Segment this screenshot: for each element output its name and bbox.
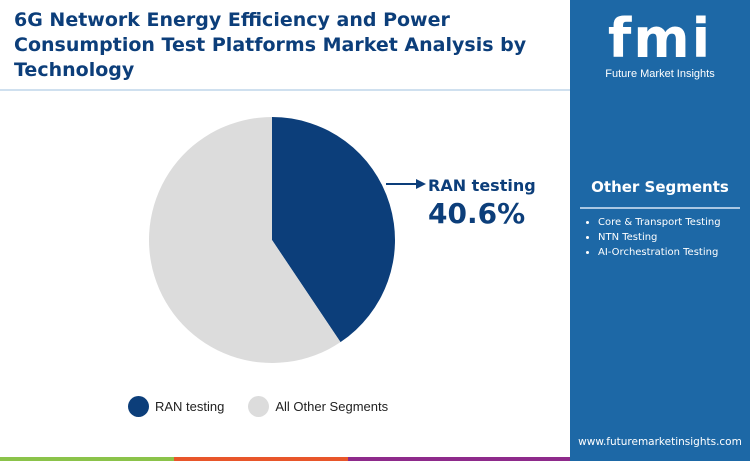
segment-item: NTN Testing xyxy=(598,230,721,245)
callout-arrow-icon xyxy=(416,179,426,189)
chart-title: 6G Network Energy Efficiency and Power C… xyxy=(14,9,527,81)
segment-item: AI-Orchestration Testing xyxy=(598,245,721,260)
callout-label: RAN testing 40.6% xyxy=(428,176,536,230)
other-segments-list: Core & Transport Testing NTN Testing AI-… xyxy=(584,215,721,260)
legend-swatch-other xyxy=(248,396,270,417)
legend-swatch-ran xyxy=(128,396,149,417)
pie-slice-all-other-segments xyxy=(148,117,341,363)
footer-bar-purple xyxy=(348,457,750,461)
callout-name: RAN testing xyxy=(428,176,536,195)
logo-mark: fmi xyxy=(607,7,713,70)
footer-bar-green xyxy=(0,457,174,461)
pie-chart xyxy=(148,117,426,363)
pie-slice-ran-testing xyxy=(272,117,395,343)
legend-label-other: All Other Segments xyxy=(275,399,389,414)
other-segments-divider xyxy=(580,207,740,209)
callout-value: 40.6% xyxy=(428,197,526,230)
other-segments-title: Other Segments xyxy=(591,178,729,196)
title-divider xyxy=(0,89,570,91)
logo-name: Future Market Insights xyxy=(605,68,715,80)
fmi-logo: fmi Future Market Insights xyxy=(595,7,725,81)
website-url: www.futuremarketinsights.com xyxy=(578,436,742,448)
side-panel: fmi Future Market Insights Other Segment… xyxy=(570,0,750,461)
segment-item: Core & Transport Testing xyxy=(598,215,721,230)
footer-bar-orange xyxy=(174,457,348,461)
legend-label-ran: RAN testing xyxy=(155,399,225,414)
legend: RAN testing All Other Segments xyxy=(128,396,388,417)
